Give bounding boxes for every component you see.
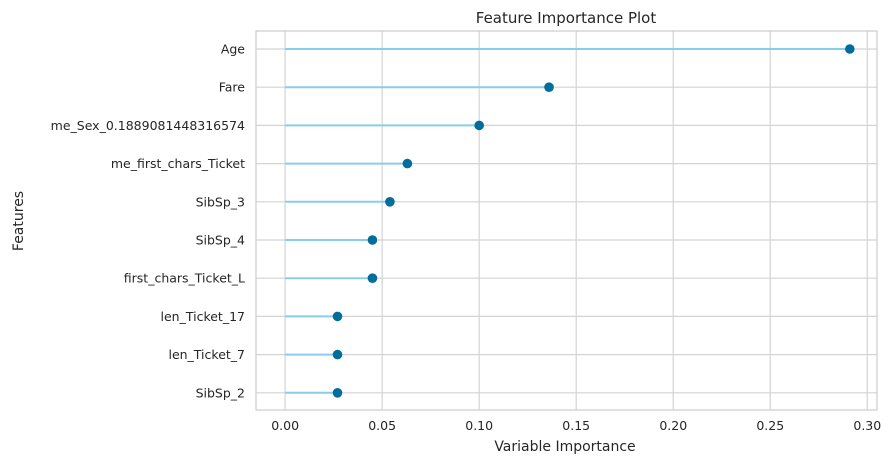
marker-layer xyxy=(332,44,855,398)
x-tick-label: 0.00 xyxy=(271,418,299,433)
data-point xyxy=(332,349,343,360)
y-tick-label: Age xyxy=(221,42,245,57)
data-point xyxy=(402,158,413,169)
data-point xyxy=(385,197,395,207)
x-tick-label: 0.05 xyxy=(368,418,396,433)
y-tick-label: len_Ticket_17 xyxy=(161,309,245,324)
y-tick-label: first_chars_Ticket_L xyxy=(124,271,245,286)
data-point xyxy=(332,388,343,398)
x-tick-label: 0.25 xyxy=(756,418,784,433)
y-tick-label: SibSp_3 xyxy=(196,194,245,209)
data-point xyxy=(845,44,855,54)
y-tick-label: Fare xyxy=(219,80,246,95)
data-point xyxy=(474,120,484,131)
x-tick-label: 0.15 xyxy=(562,418,590,433)
y-tick-label: me_Sex_0.1889081448316574 xyxy=(51,118,245,133)
data-point xyxy=(367,273,378,284)
y-tick-label: len_Ticket_7 xyxy=(168,347,245,362)
data-point xyxy=(332,311,343,322)
x-axis-title: Variable Importance xyxy=(494,439,635,455)
y-axis-title: Features xyxy=(11,191,27,251)
chart-title: Feature Importance Plot xyxy=(476,9,657,27)
x-tick-label: 0.30 xyxy=(853,418,881,433)
y-tick-label: SibSp_4 xyxy=(196,233,245,248)
y-tick-label: SibSp_2 xyxy=(196,385,245,400)
plot-frame xyxy=(255,30,878,411)
x-tick-label: 0.20 xyxy=(659,418,687,433)
x-tick-label: 0.10 xyxy=(465,418,493,433)
stem-layer xyxy=(285,48,850,394)
y-tick-labels: Age Fare me_Sex_0.1889081448316574 me_first… xyxy=(51,42,246,401)
data-point xyxy=(367,235,378,245)
x-tick-labels: 0.00 0.05 0.10 0.15 0.20 0.25 0.30 xyxy=(271,418,881,433)
data-point xyxy=(544,82,554,92)
y-tick-label: me_first_chars_Ticket xyxy=(111,156,245,171)
